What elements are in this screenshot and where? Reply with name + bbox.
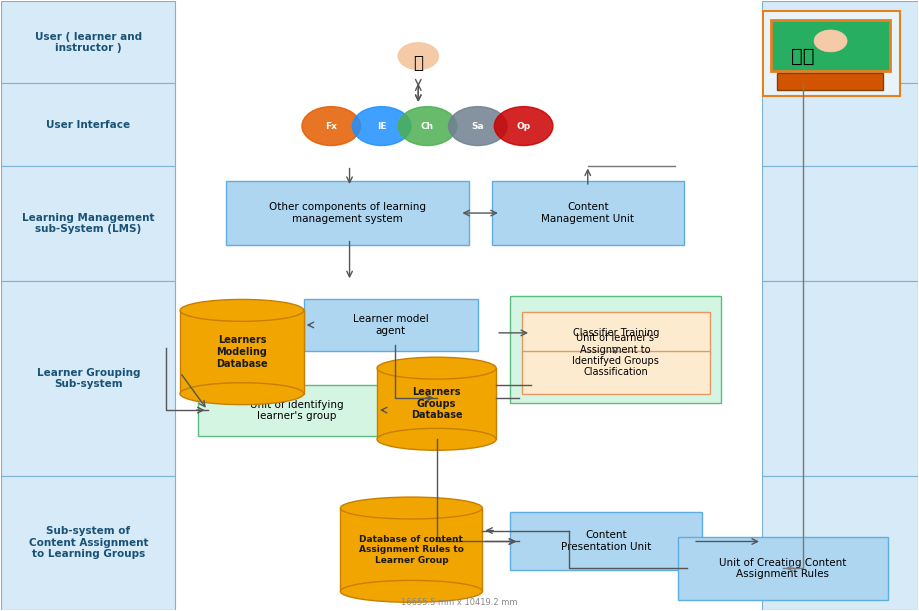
FancyBboxPatch shape [677,536,889,601]
FancyBboxPatch shape [522,351,709,393]
Text: Learning Management
sub-System (LMS): Learning Management sub-System (LMS) [22,213,154,234]
Text: Learner Grouping
Sub-system: Learner Grouping Sub-system [37,368,141,389]
Text: 16655.5 mm x 10419.2 mm: 16655.5 mm x 10419.2 mm [402,598,517,607]
Circle shape [494,106,553,145]
Ellipse shape [377,428,496,450]
FancyBboxPatch shape [180,310,304,393]
FancyBboxPatch shape [2,1,176,84]
Text: Ch: Ch [421,122,434,131]
Text: Learners
Groups
Database: Learners Groups Database [411,387,462,420]
FancyBboxPatch shape [762,1,917,84]
Text: Sub-system of
Content Assignment
to Learning Groups: Sub-system of Content Assignment to Lear… [28,526,148,559]
FancyBboxPatch shape [2,281,176,476]
Circle shape [448,106,507,145]
Text: Content
Management Unit: Content Management Unit [541,202,634,224]
FancyBboxPatch shape [777,73,883,90]
Text: Classification: Classification [584,367,648,378]
Text: IE: IE [377,122,386,131]
Circle shape [814,30,847,52]
Ellipse shape [180,299,304,321]
Text: Fx: Fx [325,122,337,131]
FancyBboxPatch shape [377,368,496,439]
Text: Learners
Modeling
Database: Learners Modeling Database [216,335,267,368]
FancyBboxPatch shape [2,84,176,166]
Text: Unit of learner's
Assignment to
Identifyed Groups: Unit of learner's Assignment to Identify… [572,333,659,366]
Text: Content
Presentation Unit: Content Presentation Unit [561,530,652,552]
Text: User ( learner and
instructor ): User ( learner and instructor ) [35,32,142,53]
Text: Classifier Training: Classifier Training [573,328,659,338]
Text: Op: Op [516,122,530,131]
Ellipse shape [180,382,304,404]
FancyBboxPatch shape [771,20,891,71]
Text: Unit of Creating Content
Assignment Rules: Unit of Creating Content Assignment Rule… [720,558,846,579]
Ellipse shape [340,580,482,602]
Text: Database of content
Assignment Rules to
Learner Group: Database of content Assignment Rules to … [359,535,464,565]
Text: 🏃: 🏃 [414,54,424,73]
FancyBboxPatch shape [226,181,469,244]
Text: Other components of learning
management system: Other components of learning management … [268,202,425,224]
FancyBboxPatch shape [492,181,684,244]
FancyBboxPatch shape [2,476,176,610]
Circle shape [352,106,411,145]
Circle shape [398,43,438,70]
FancyBboxPatch shape [762,84,917,166]
FancyBboxPatch shape [510,296,720,403]
FancyBboxPatch shape [304,299,478,351]
FancyBboxPatch shape [763,10,901,96]
FancyBboxPatch shape [340,508,482,591]
FancyBboxPatch shape [510,512,702,570]
FancyBboxPatch shape [199,384,395,436]
Ellipse shape [340,497,482,519]
Text: 👨‍🏫: 👨‍🏫 [791,46,815,65]
Text: User Interface: User Interface [46,120,130,130]
FancyBboxPatch shape [2,166,176,281]
Ellipse shape [377,357,496,379]
Text: Unit of identifying
learner's group: Unit of identifying learner's group [250,400,344,421]
FancyBboxPatch shape [762,476,917,610]
Text: Sa: Sa [471,122,484,131]
Text: Learner model
agent: Learner model agent [353,315,428,336]
FancyBboxPatch shape [762,166,917,281]
Circle shape [398,106,457,145]
Circle shape [302,106,360,145]
FancyBboxPatch shape [522,312,709,354]
FancyBboxPatch shape [762,281,917,476]
